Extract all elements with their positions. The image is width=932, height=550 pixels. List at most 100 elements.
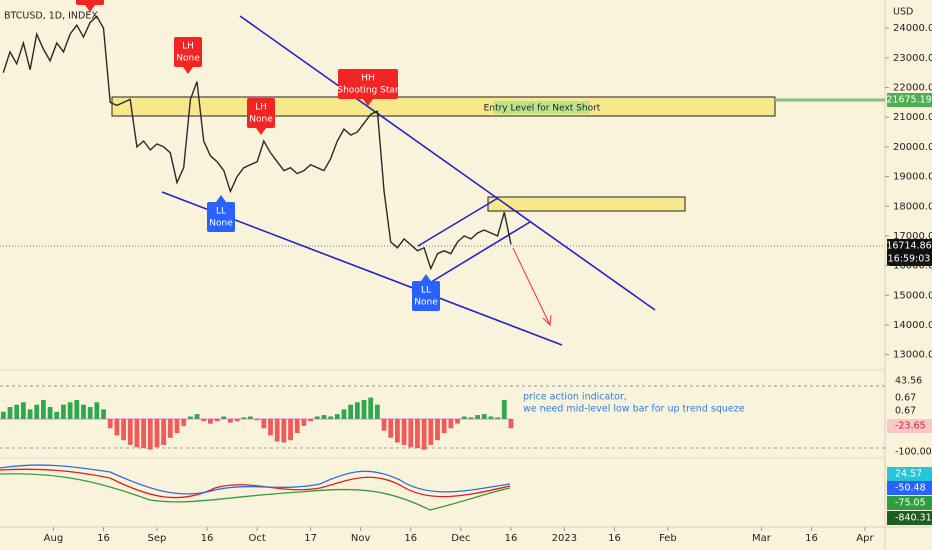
annotation-text: LH: [255, 103, 267, 113]
annotation-text: LL: [421, 286, 431, 296]
symbol-title: BTCUSD, 1D, INDEX: [4, 11, 98, 22]
annotation-box: [338, 69, 398, 99]
annotation: LL None: [412, 274, 440, 311]
y-tick-label: 23000.00: [893, 53, 932, 64]
histogram-bar: [268, 418, 273, 436]
macd-tag-bg: [887, 511, 932, 525]
indicator-tag: 43.56: [895, 376, 922, 387]
histogram-bar: [388, 418, 394, 438]
histogram-bar: [14, 404, 20, 419]
histogram-bar: [121, 418, 126, 441]
histogram-bar: [241, 417, 247, 419]
histogram-bar: [181, 418, 187, 426]
histogram-bar: [341, 409, 347, 419]
entry-label: Entry Level for Next Short: [484, 104, 601, 114]
x-tick-label: 16: [404, 533, 417, 544]
macd-slow: [0, 473, 511, 511]
arrow: [512, 247, 551, 326]
note: we need mid-level low bar for up trend s…: [523, 404, 745, 415]
y-tick-label: 20000.00: [893, 142, 932, 153]
histogram-bar: [294, 418, 300, 434]
histogram-bar: [428, 418, 434, 445]
annotation: HH Shooting Star: [337, 69, 399, 106]
histogram-bar: [314, 416, 320, 419]
histogram-bar: [228, 418, 233, 423]
histogram-bar: [321, 415, 327, 419]
histogram-bar: [495, 417, 501, 419]
x-tick-label: 16: [97, 533, 110, 544]
histogram-bar: [408, 418, 414, 448]
macd-tag: -840.31: [895, 513, 932, 524]
price-tag-bg: [887, 93, 932, 107]
histogram-bar: [288, 418, 293, 441]
histogram-bar: [187, 416, 193, 419]
histogram-bar: [107, 418, 113, 429]
y-tick-label: 17000.00: [893, 231, 932, 242]
annotation-text: None: [414, 298, 438, 308]
histogram-bar: [508, 418, 514, 429]
histogram-bar: [0, 411, 6, 419]
histogram-bar: [34, 404, 40, 419]
histogram-bar: [281, 418, 287, 443]
annotation-text: LL: [216, 207, 226, 217]
histogram-bar: [488, 416, 494, 419]
histogram-bar: [47, 407, 53, 419]
histogram-bar: [421, 418, 427, 450]
annotation-box: [207, 202, 235, 232]
annotation-box: [412, 281, 440, 311]
x-tick-label: Oct: [249, 533, 266, 544]
y-tick-label: 14000.00: [893, 320, 932, 331]
histogram-bar: [147, 418, 153, 450]
annotation-text: Shooting Star: [337, 86, 398, 96]
annotation-pointer: [183, 67, 193, 74]
histogram-bar: [481, 414, 487, 419]
histogram-bar: [274, 418, 280, 442]
histogram-bar: [41, 399, 46, 419]
trendline: [422, 221, 531, 288]
histogram-bar: [154, 418, 160, 448]
price-tag: 16714.86: [886, 241, 931, 252]
price-tag-bg: [887, 239, 932, 266]
histogram-bar: [67, 402, 73, 419]
indicator-tag: 0.67: [895, 406, 916, 417]
macd-line: [0, 464, 511, 495]
macd-tag: -75.05: [895, 498, 926, 509]
histogram-bar: [114, 418, 120, 436]
annotation-pointer: [85, 5, 95, 12]
histogram-bar: [61, 404, 66, 419]
x-tick-label: Feb: [659, 533, 677, 544]
histogram-bar: [254, 418, 260, 421]
histogram-bar: [368, 397, 374, 419]
macd-tag-bg: [887, 496, 932, 510]
histogram-bar: [161, 418, 167, 445]
histogram-bar: [328, 416, 334, 419]
histogram-bar: [348, 404, 354, 419]
histogram-bar: [127, 418, 133, 445]
price-tag: 21675.19: [886, 95, 931, 106]
annotation-pointer: [421, 274, 431, 281]
histogram-bar: [374, 404, 380, 419]
histogram-bar: [395, 418, 400, 443]
histogram-bar: [7, 407, 13, 419]
histogram-bar: [221, 416, 227, 419]
annotation: None: [76, 0, 104, 12]
x-tick-label: 2023: [552, 533, 577, 544]
histogram-bar: [448, 418, 454, 429]
histogram-bar: [308, 418, 313, 422]
annotation-text: None: [78, 0, 102, 2]
annotation-box: [247, 98, 275, 128]
macd-tag-bg: [887, 481, 932, 495]
histogram-bar: [174, 418, 180, 434]
histogram-bar: [101, 409, 106, 419]
indicator-tag: 0.67: [895, 393, 916, 404]
histogram-bar: [435, 418, 440, 441]
y-tick-label: 21000.00: [893, 112, 932, 123]
annotation-box: [174, 37, 202, 67]
y-tick-label: 19000.00: [893, 172, 932, 183]
histogram-bar: [201, 418, 207, 422]
histogram-bar: [381, 418, 387, 431]
histogram-bar: [261, 418, 267, 429]
indicator-tag-bg: [887, 419, 932, 433]
